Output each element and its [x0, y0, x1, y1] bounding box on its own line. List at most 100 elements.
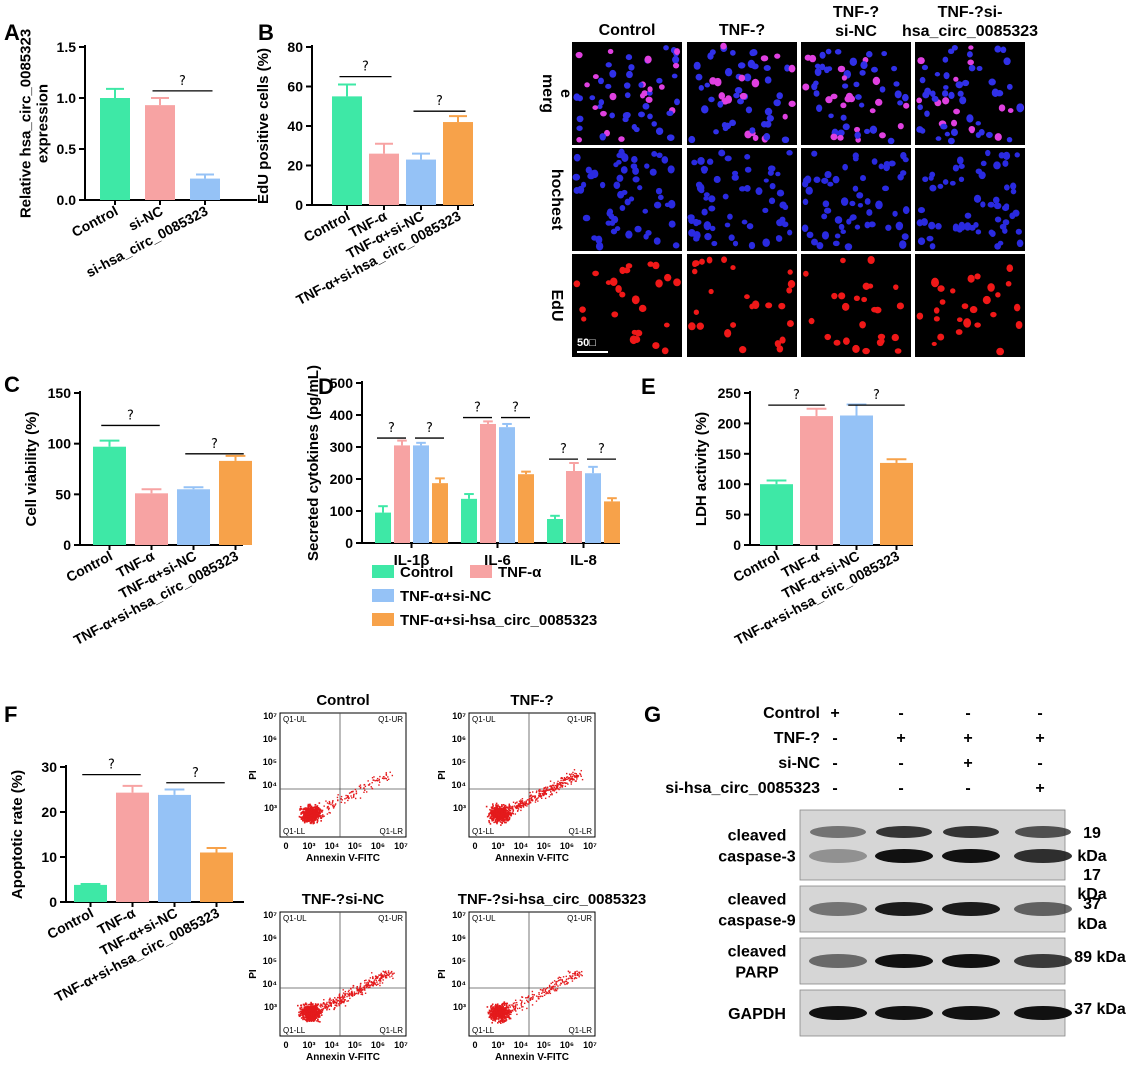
event-dot	[303, 821, 306, 824]
y-tick-label: 10³	[453, 803, 466, 813]
cell-nucleus	[994, 216, 1002, 223]
event-dot	[326, 1008, 328, 1010]
event-dot	[516, 806, 519, 808]
event-dot	[304, 811, 306, 813]
event-dot	[542, 989, 544, 991]
event-dot	[320, 820, 322, 822]
event-dot	[505, 1018, 507, 1020]
cell-nucleus	[867, 256, 875, 265]
event-dot	[581, 974, 583, 977]
event-dot	[559, 782, 562, 785]
event-dot	[525, 802, 527, 805]
event-dot	[333, 1008, 335, 1011]
event-dot	[317, 1016, 320, 1018]
event-dot	[329, 812, 331, 814]
event-dot	[338, 1001, 341, 1003]
cell-nucleus	[858, 102, 865, 108]
event-dot	[493, 1011, 496, 1013]
cell-nucleus	[967, 59, 974, 66]
event-dot	[357, 989, 359, 991]
cell-nucleus	[611, 311, 619, 318]
event-dot	[299, 1013, 302, 1015]
protein-band	[1014, 849, 1072, 863]
cell-nucleus	[730, 49, 736, 56]
event-dot	[527, 996, 530, 998]
cell-nucleus	[942, 179, 949, 185]
event-dot	[386, 779, 389, 782]
event-dot	[369, 984, 372, 987]
y-tick-label: 30	[41, 759, 57, 775]
event-dot	[382, 976, 384, 978]
event-dot	[496, 818, 498, 821]
event-dot	[561, 777, 564, 780]
event-dot	[328, 999, 330, 1001]
protein-band	[1014, 954, 1072, 968]
event-dot	[502, 1002, 504, 1005]
event-dot	[312, 1014, 315, 1017]
cell-nucleus	[942, 97, 950, 105]
event-dot	[361, 989, 363, 991]
event-dot	[360, 993, 362, 995]
cell-nucleus	[707, 52, 714, 60]
bar	[219, 460, 252, 545]
event-dot	[390, 970, 393, 973]
cell-nucleus	[986, 131, 993, 139]
tile-background	[915, 254, 1025, 357]
cell-nucleus	[674, 98, 680, 106]
cell-nucleus	[955, 329, 963, 335]
event-dot	[499, 808, 502, 810]
event-dot	[558, 976, 560, 978]
cell-nucleus	[840, 229, 846, 235]
event-dot	[575, 776, 577, 778]
event-dot	[343, 996, 346, 998]
event-dot	[560, 777, 563, 779]
event-dot	[344, 999, 347, 1001]
event-dot	[502, 1005, 505, 1008]
x-tick-label: Control	[301, 208, 352, 245]
cell-nucleus	[638, 111, 645, 118]
event-dot	[518, 800, 521, 802]
event-dot	[350, 991, 353, 993]
cell-nucleus	[801, 224, 809, 233]
event-dot	[561, 979, 563, 982]
event-dot	[516, 801, 518, 803]
event-dot	[373, 779, 375, 781]
event-dot	[495, 1016, 498, 1018]
x-tick-label: 0	[472, 1040, 477, 1050]
protein-band	[1014, 1006, 1072, 1020]
event-dot	[504, 813, 506, 816]
event-dot	[312, 815, 315, 818]
event-dot	[508, 1009, 511, 1011]
event-dot	[306, 1007, 309, 1009]
event-dot	[343, 1000, 345, 1002]
event-dot	[344, 802, 346, 804]
event-dot	[328, 1001, 330, 1003]
event-dot	[389, 771, 391, 773]
event-dot	[340, 801, 343, 804]
cell-nucleus	[618, 136, 625, 142]
event-dot	[503, 820, 506, 822]
cell-nucleus	[852, 155, 859, 162]
event-dot	[310, 1020, 313, 1022]
event-dot	[304, 1009, 307, 1012]
event-dot	[559, 976, 562, 979]
cell-nucleus	[917, 57, 925, 65]
event-dot	[310, 820, 313, 822]
cell-nucleus	[1002, 151, 1011, 160]
blot-label: caspase-3	[718, 849, 795, 866]
event-dot	[351, 990, 353, 993]
cell-nucleus	[698, 84, 704, 91]
event-dot	[497, 815, 499, 817]
cell-nucleus	[696, 322, 704, 330]
cell-nucleus	[853, 81, 860, 88]
event-dot	[549, 780, 552, 782]
event-dot	[559, 979, 562, 981]
event-dot	[530, 996, 532, 999]
panel-letters-layer: A BC D EF G	[4, 20, 661, 727]
event-dot	[368, 984, 371, 986]
cell-nucleus	[632, 176, 640, 183]
event-dot	[495, 1010, 498, 1012]
x-tick-label: 0	[283, 1040, 288, 1050]
event-dot	[537, 797, 539, 799]
